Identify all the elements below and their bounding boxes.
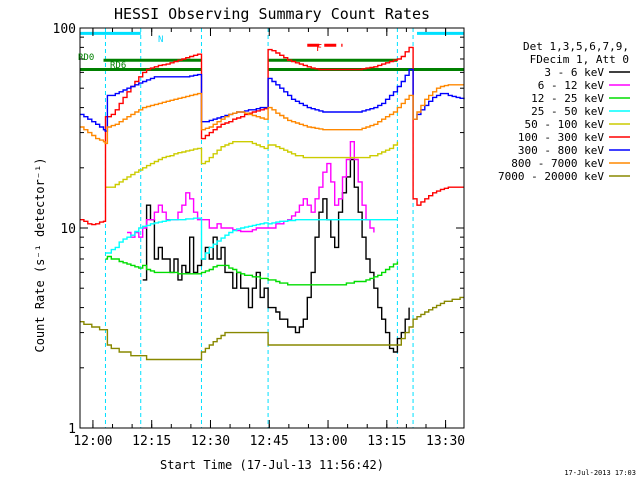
annotation-rd6: RD6 [110,61,126,71]
x-tick-label-4: 13:00 [308,434,347,449]
legend: Det 1,3,5,6,7,9, FDecim 1, Att 0 3 - 6 k… [498,40,630,183]
series-line-7 [80,84,464,145]
legend-label-2: 12 - 25 keV [531,92,604,105]
series-line-2 [105,255,399,286]
annotations: N RD0 RD6 F [78,35,322,71]
annotation-n: N [158,35,163,45]
x-tick-label-6: 13:30 [426,434,465,449]
legend-label-5: 100 - 300 keV [518,131,604,144]
y-tick-label-1: 10 [60,222,76,237]
legend-label-1: 6 - 12 keV [538,79,605,92]
chart-title: HESSI Observing Summary Count Rates [114,5,430,23]
legend-label-8: 7000 - 20000 keV [498,170,604,183]
x-tick-label-3: 12:45 [250,434,289,449]
footer-date: 17-Jul-2013 17:03 [564,469,636,477]
annotation-f: F [316,43,322,54]
legend-label-0: 3 - 6 keV [544,66,604,79]
legend-header-line-1: Det 1,3,5,6,7,9, [523,40,629,53]
series-lines [80,46,465,361]
y-tick-label-2: 100 [53,22,76,37]
y-tick-label-0: 1 [68,422,76,437]
series-line-6 [80,68,465,132]
x-axis-label: Start Time (17-Jul-13 11:56:42) [160,458,384,472]
x-tick-label-2: 12:30 [191,434,230,449]
series-line-1 [127,141,375,238]
legend-header-line-2: FDecim 1, Att 0 [530,53,629,66]
axes: 12:00 12:15 12:30 12:45 13:00 13:15 13:30 1 10 10… [53,22,466,449]
series-line-5 [80,46,464,226]
legend-label-7: 800 - 7000 keV [511,157,604,170]
series-line-8 [80,296,464,361]
x-tick-label-0: 12:00 [73,434,112,449]
legend-label-4: 50 - 100 keV [525,118,605,131]
x-tick-label-5: 13:15 [367,434,406,449]
legend-label-3: 25 - 50 keV [531,105,604,118]
annotation-rd0: RD0 [78,53,94,63]
y-axis-label: Count Rate (s⁻¹ detector⁻¹) [33,157,47,352]
series-line-3 [105,217,398,260]
series-line-0 [142,158,410,353]
x-tick-label-1: 12:15 [132,434,171,449]
legend-label-6: 300 - 800 keV [518,144,604,157]
series-line-4 [105,141,399,188]
